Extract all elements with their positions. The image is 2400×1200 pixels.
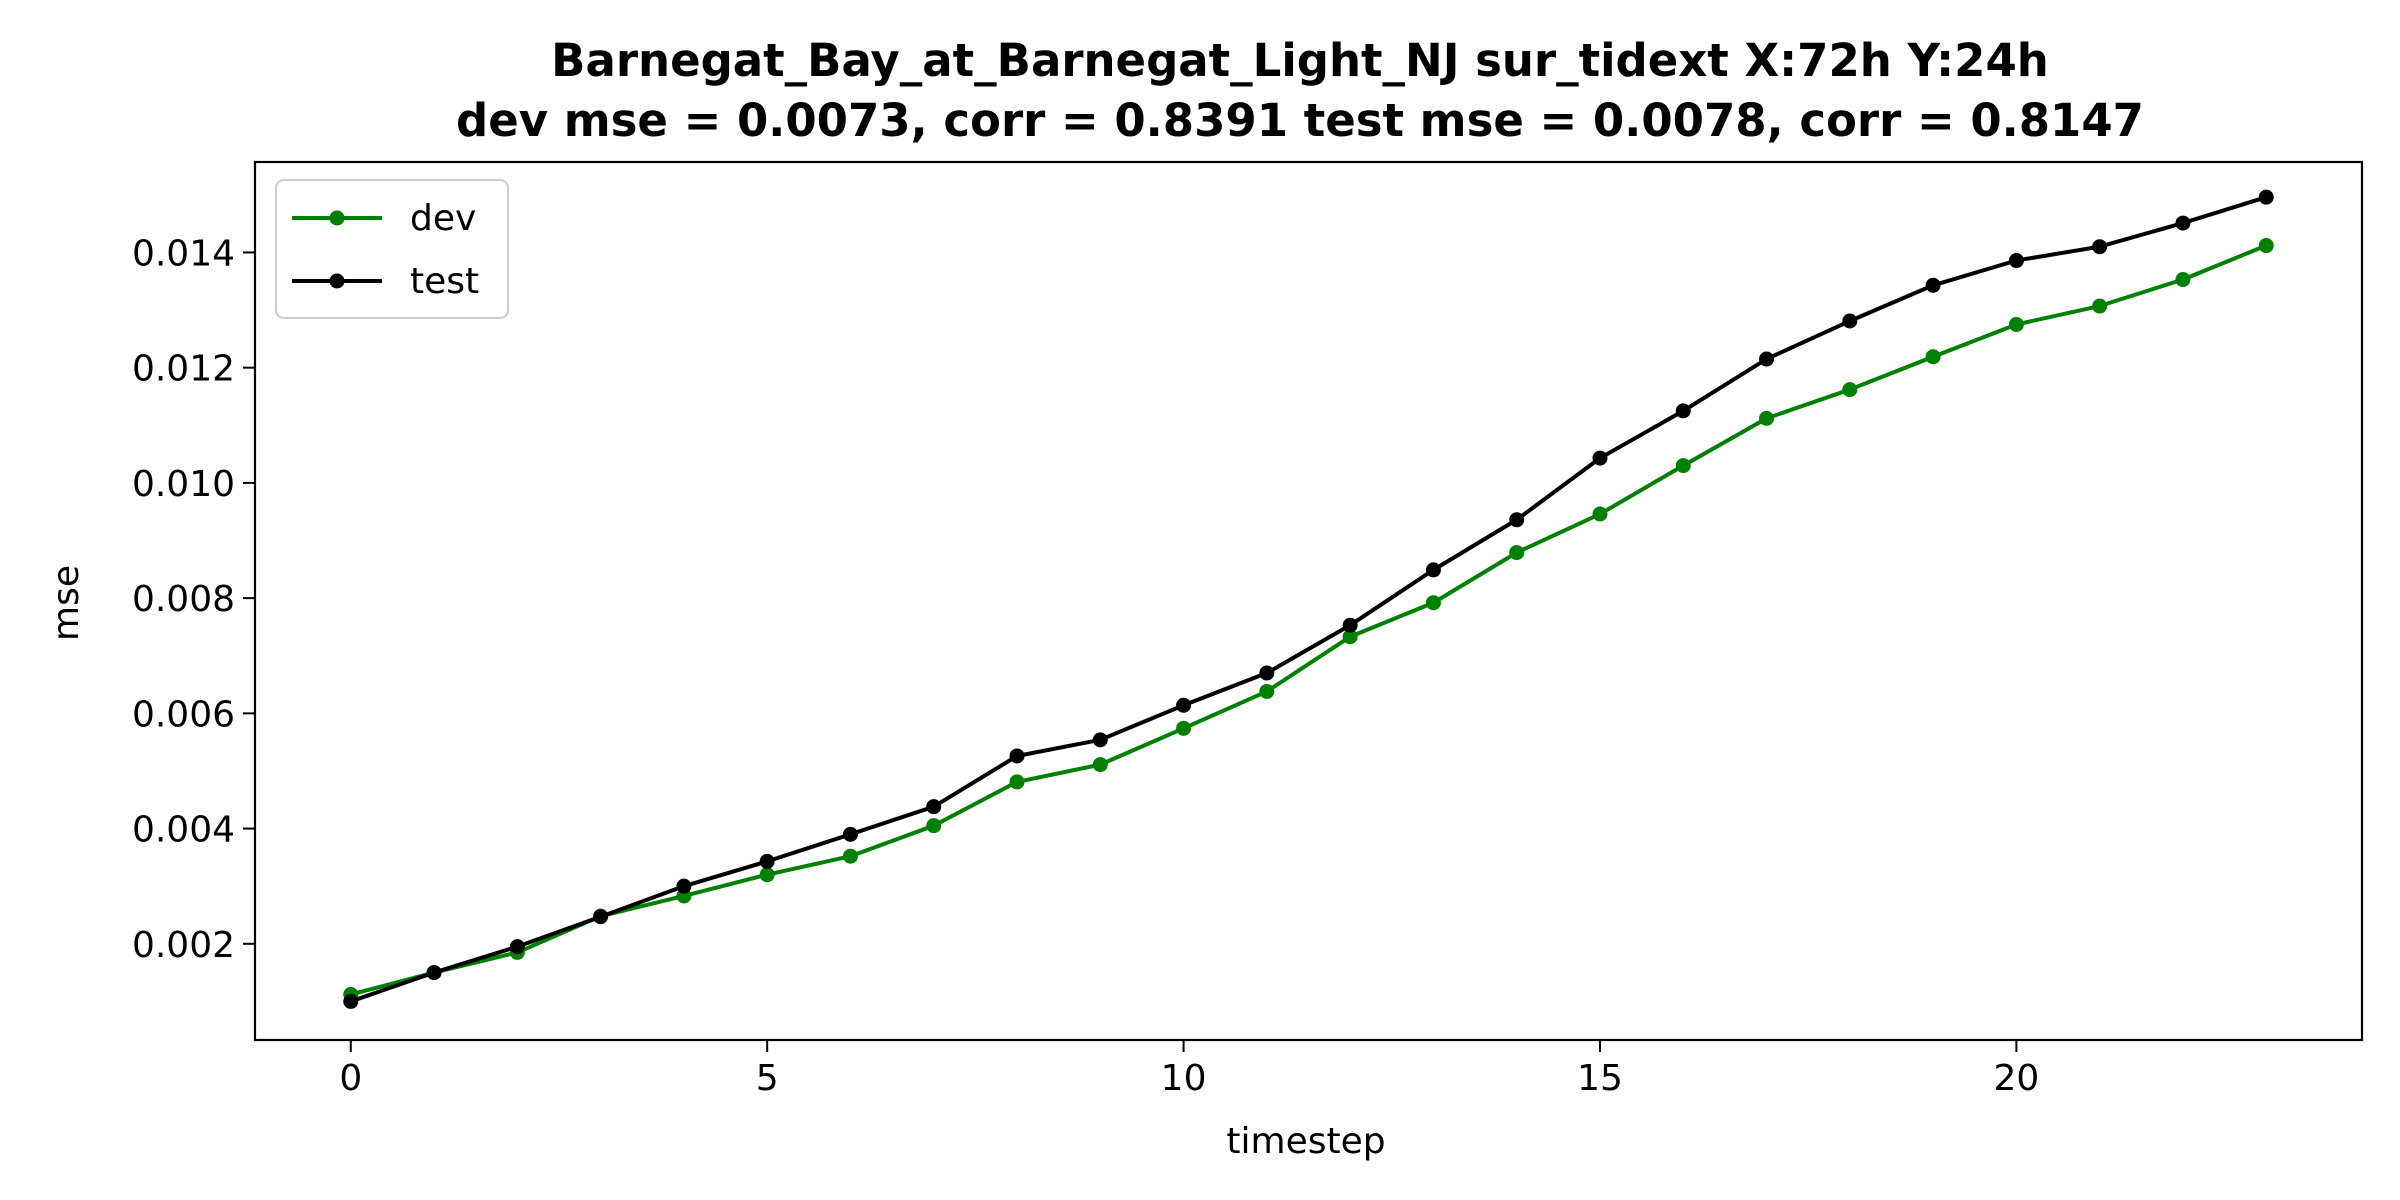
data-point-test	[1925, 277, 1941, 293]
x-axis-label: timestep	[1226, 1121, 1385, 1162]
data-point-dev	[1259, 683, 1275, 699]
data-point-test	[1842, 313, 1858, 329]
data-point-test	[842, 826, 858, 842]
axes: 0 5 10 15 20 0.002 0.004 0.006 0.008 0.010 0.012 0.…	[132, 160, 2364, 1099]
y-tick-label: 0.006	[132, 694, 235, 735]
data-point-dev	[1675, 458, 1691, 474]
data-point-dev	[1509, 545, 1525, 561]
data-point-dev	[1425, 595, 1441, 611]
x-tick-label: 5	[756, 1058, 779, 1099]
x-tick-label: 10	[1161, 1058, 1207, 1099]
data-point-test	[926, 799, 942, 815]
x-tick-label: 15	[1577, 1058, 1623, 1099]
series-dev	[343, 238, 2274, 1002]
legend: dev test	[275, 179, 509, 319]
data-point-test	[2008, 253, 2024, 269]
data-point-dev	[1925, 349, 1941, 365]
x-tick-label: 20	[1993, 1058, 2039, 1099]
chart-subtitle: dev mse = 0.0073, corr = 0.8391 test mse…	[456, 94, 2144, 147]
data-point-dev	[1842, 382, 1858, 398]
y-tick-label: 0.004	[132, 810, 235, 851]
data-point-test	[1425, 562, 1441, 578]
data-point-dev	[2092, 298, 2108, 314]
series-test	[343, 189, 2274, 1009]
data-point-test	[2258, 189, 2274, 205]
data-point-dev	[1342, 629, 1358, 645]
data-point-dev	[1176, 720, 1192, 736]
data-point-test	[1009, 748, 1025, 764]
data-point-dev	[1009, 774, 1025, 790]
series-line-test	[348, 194, 2269, 1004]
data-point-dev	[926, 818, 942, 834]
data-point-test	[343, 993, 359, 1009]
data-point-test	[1092, 732, 1108, 748]
data-point-dev	[2008, 316, 2024, 332]
y-tick-label: 0.014	[132, 233, 235, 274]
data-point-test	[676, 878, 692, 894]
legend-marker-dev	[329, 210, 345, 226]
data-point-test	[426, 965, 442, 981]
data-point-test	[1259, 665, 1275, 681]
y-tick-label: 0.008	[132, 579, 235, 620]
data-point-test	[2175, 215, 2191, 231]
data-point-dev	[1092, 757, 1108, 773]
data-series	[343, 189, 2274, 1009]
data-point-test	[1759, 351, 1775, 367]
data-point-dev	[2258, 238, 2274, 254]
data-point-dev	[2175, 272, 2191, 288]
y-tick-label: 0.012	[132, 349, 235, 390]
legend-label-test: test	[410, 261, 479, 302]
data-point-test	[593, 909, 609, 925]
legend-marker-test	[329, 273, 345, 289]
y-tick-label: 0.002	[132, 925, 235, 966]
data-point-dev	[1592, 506, 1608, 522]
data-point-test	[1509, 512, 1525, 528]
data-point-test	[509, 939, 525, 955]
data-point-test	[2092, 239, 2108, 255]
data-point-test	[1176, 697, 1192, 713]
plot-frame	[253, 160, 2364, 1042]
data-point-test	[1592, 450, 1608, 466]
data-point-dev	[759, 867, 775, 883]
x-tick-label: 0	[339, 1058, 362, 1099]
y-tick-label: 0.010	[132, 464, 235, 505]
series-line-dev	[348, 242, 2269, 997]
data-point-dev	[1759, 410, 1775, 426]
data-point-test	[759, 853, 775, 869]
data-point-dev	[842, 848, 858, 864]
data-point-test	[1342, 617, 1358, 633]
legend-label-dev: dev	[410, 198, 476, 239]
chart-title: Barnegat_Bay_at_Barnegat_Light_NJ sur_ti…	[551, 34, 2049, 87]
data-point-test	[1675, 403, 1691, 419]
y-axis-label: mse	[46, 565, 87, 641]
